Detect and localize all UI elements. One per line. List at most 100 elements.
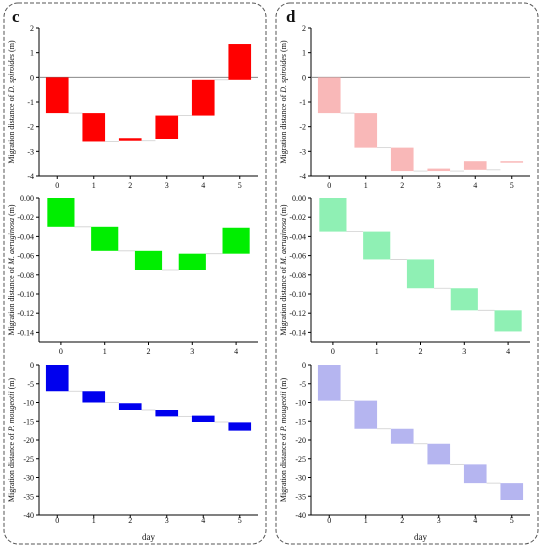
y-axis-title-unit: (m) xyxy=(7,40,16,54)
x-tick-label: 5 xyxy=(510,181,514,190)
bar-day-4 xyxy=(463,464,487,484)
y-axis-title: Migration distance of P. mougeotii (m) xyxy=(7,378,16,503)
y-axis-title-lead: Migration distance of xyxy=(7,265,16,336)
y-axis-title: Migration distance of D. spiroides (m) xyxy=(279,40,288,164)
y-tick-label: -0.14 xyxy=(289,328,306,337)
y-axis-title: Migration distance of M. aeruginosa (m) xyxy=(7,204,16,335)
x-tick-label: 1 xyxy=(103,347,107,356)
y-tick-label: -30 xyxy=(295,474,306,483)
y-axis-title-lead: Migration distance of xyxy=(7,431,16,502)
y-tick-label: 0 xyxy=(30,361,34,370)
y-tick-label: -10 xyxy=(295,399,306,408)
x-tick-label: 2 xyxy=(400,516,404,525)
bar-day-3 xyxy=(155,410,179,417)
y-tick-label: -4 xyxy=(27,172,34,181)
y-axis-title-species: P. mougeotii xyxy=(279,391,288,432)
x-tick-label: 4 xyxy=(234,347,238,356)
bar-day-0 xyxy=(317,365,341,401)
bar-day-0 xyxy=(319,198,347,232)
y-tick-label: -0.08 xyxy=(289,271,306,280)
x-tick-label: 4 xyxy=(506,347,510,356)
x-tick-label: 1 xyxy=(92,516,96,525)
chart-d-3: 2 1 0 -1 -2 -3 -4 0 1 2 3 4 5 Migration distance of D… xyxy=(279,24,530,190)
bar-day-5 xyxy=(500,483,524,500)
y-axis-title-species: P. mougeotii xyxy=(7,391,16,432)
y-tick-label: -0.04 xyxy=(17,232,34,241)
x-tick-label: 2 xyxy=(128,181,132,190)
y-tick-label: -1 xyxy=(27,98,34,107)
y-axis-title-unit: (m) xyxy=(279,378,288,392)
x-tick-label: 5 xyxy=(238,516,242,525)
y-tick-label: -0.06 xyxy=(17,252,34,261)
y-axis-title-species: M. aeruginosa xyxy=(7,218,16,266)
x-axis-title: day xyxy=(414,532,427,542)
bar-day-4 xyxy=(463,161,487,170)
y-tick-label: -35 xyxy=(295,492,306,501)
x-tick-label: 1 xyxy=(364,516,368,525)
y-tick-label: -20 xyxy=(295,436,306,445)
bar-day-1 xyxy=(363,231,391,260)
y-tick-label: -5 xyxy=(299,380,306,389)
bar-day-2 xyxy=(390,428,414,444)
y-axis-title-species: D. spiroides xyxy=(279,54,288,94)
panel-d-label: d xyxy=(286,7,296,26)
bar-day-2 xyxy=(118,403,142,410)
x-tick-label: 2 xyxy=(128,516,132,525)
y-axis-title-unit: (m) xyxy=(279,40,288,54)
y-tick-label: 0 xyxy=(302,73,306,82)
chart-c-1: 0.00 -0.02 -0.04 -0.06 -0.08 -0.10 -0.12 -0.14 0… xyxy=(7,194,258,356)
y-tick-label: -0.02 xyxy=(17,213,34,222)
y-tick-label: -40 xyxy=(295,511,306,520)
y-tick-label: -0.08 xyxy=(17,271,34,280)
y-tick-label: -2 xyxy=(299,123,306,132)
bar-day-1 xyxy=(82,113,106,142)
y-tick-label: -15 xyxy=(23,417,34,426)
y-tick-label: -40 xyxy=(23,511,34,520)
bar-day-1 xyxy=(82,391,106,403)
bar-day-5 xyxy=(228,44,252,80)
y-tick-label: 0 xyxy=(302,361,306,370)
chart-d-5: 0 -5 -10 -15 -20 -25 -30 -35 -40 0 1 2 3 4 5 day Migrati… xyxy=(279,361,530,542)
bar-day-5 xyxy=(500,161,524,163)
y-tick-label: -4 xyxy=(299,172,306,181)
x-axis-title: day xyxy=(142,532,155,542)
bar-day-5 xyxy=(228,422,252,431)
bar-day-2 xyxy=(390,147,414,172)
chart-c-0: 2 1 0 -1 -2 -3 -4 0 1 2 3 4 5 Migration distance of D… xyxy=(7,24,258,190)
bar-day-4 xyxy=(191,415,215,422)
y-tick-label: -0.12 xyxy=(289,309,306,318)
x-tick-label: 5 xyxy=(510,516,514,525)
x-tick-label: 2 xyxy=(400,181,404,190)
y-tick-label: 1 xyxy=(30,49,34,58)
y-tick-label: 2 xyxy=(30,24,34,33)
y-axis-title-lead: Migration distance of xyxy=(279,93,288,164)
bar-day-3 xyxy=(427,443,451,465)
y-axis-title-species: M. aeruginosa xyxy=(279,218,288,266)
bar-day-3 xyxy=(155,115,179,139)
x-tick-label: 2 xyxy=(147,347,151,356)
bar-day-4 xyxy=(494,310,522,332)
y-axis-title: Migration distance of M. aeruginosa (m) xyxy=(279,204,288,335)
x-tick-label: 2 xyxy=(419,347,423,356)
bar-day-0 xyxy=(317,77,341,114)
y-tick-label: -15 xyxy=(295,417,306,426)
y-axis-title-lead: Migration distance of xyxy=(279,265,288,336)
x-tick-label: 3 xyxy=(190,347,194,356)
y-axis-title-unit: (m) xyxy=(7,204,16,218)
y-tick-label: 2 xyxy=(302,24,306,33)
bar-day-0 xyxy=(45,77,69,114)
y-tick-label: -0.04 xyxy=(289,232,306,241)
x-tick-label: 1 xyxy=(375,347,379,356)
y-tick-label: -3 xyxy=(27,147,34,156)
x-tick-label: 1 xyxy=(364,181,368,190)
y-tick-label: -2 xyxy=(27,123,34,132)
chart-c-2: 0 -5 -10 -15 -20 -25 -30 -35 -40 0 1 2 3 4 5 day Migrati… xyxy=(7,361,258,542)
y-tick-label: -0.12 xyxy=(17,309,34,318)
y-axis-title-lead: Migration distance of xyxy=(279,431,288,502)
bar-day-1 xyxy=(354,113,378,148)
panel-c-frame xyxy=(3,2,267,545)
x-tick-label: 0 xyxy=(55,181,59,190)
y-tick-label: -5 xyxy=(27,380,34,389)
bar-day-3 xyxy=(450,288,478,311)
